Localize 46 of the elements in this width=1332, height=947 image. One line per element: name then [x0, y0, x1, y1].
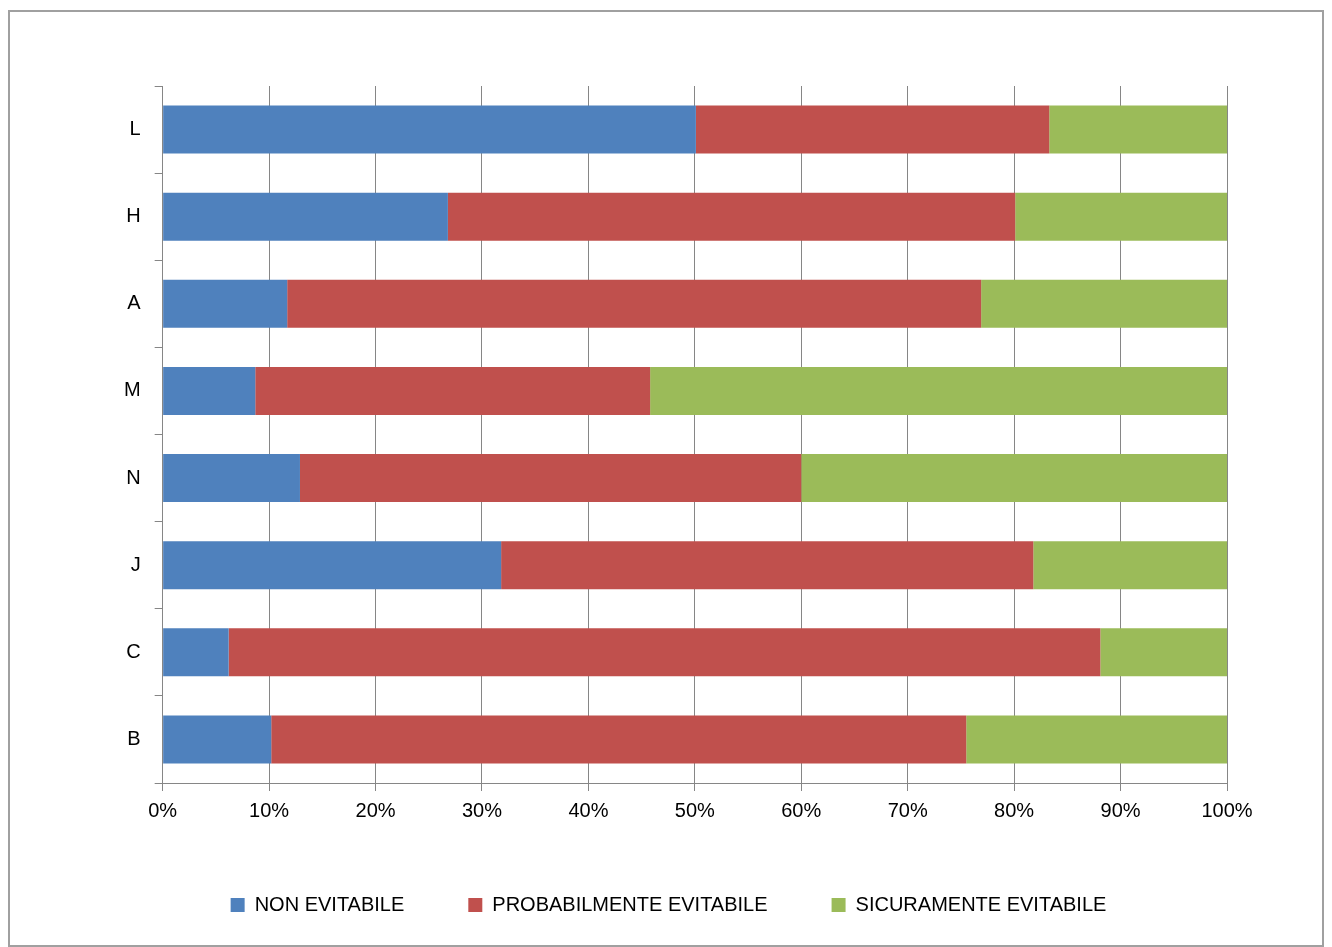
bar [966, 715, 1227, 764]
bar [163, 541, 502, 590]
x-tick-label: 50% [674, 798, 716, 821]
bar [1100, 628, 1227, 677]
x-tick-label: 20% [355, 798, 396, 821]
bar [695, 105, 1050, 154]
y-tick-label: J [130, 552, 141, 575]
bar [1033, 541, 1227, 590]
bar [801, 454, 1227, 503]
y-tick-label: B [127, 726, 141, 749]
bar [287, 279, 982, 328]
y-tick-label: A [127, 291, 142, 314]
legend-label: SICURAMENTE EVITABILE [855, 892, 1107, 915]
y-tick-label: N [126, 465, 141, 488]
bar [501, 541, 1034, 590]
x-tick-label: 100% [1201, 798, 1253, 821]
bar [163, 192, 448, 241]
bar [163, 454, 300, 503]
x-tick-label: 70% [887, 798, 928, 821]
bar [163, 279, 288, 328]
y-tick-label: H [126, 204, 141, 227]
bar [163, 105, 696, 154]
x-tick-label: 30% [461, 798, 503, 821]
bar [255, 366, 651, 415]
bar [271, 715, 967, 764]
bar [163, 715, 272, 764]
legend-label: PROBABILMENTE EVITABILE [492, 892, 768, 915]
bar [650, 366, 1227, 415]
legend-label: NON EVITABILE [254, 892, 405, 915]
bar [981, 279, 1227, 328]
x-tick-label: 0% [148, 798, 178, 821]
x-tick-label: 60% [781, 798, 822, 821]
x-tick-label: 80% [994, 798, 1035, 821]
bar [1015, 192, 1227, 241]
x-tick-label: 10% [249, 798, 290, 821]
bar [1049, 105, 1227, 154]
bar [299, 454, 802, 503]
y-tick-label: C [126, 639, 141, 662]
bar [163, 366, 256, 415]
y-tick-label: M [123, 378, 141, 401]
bar [163, 628, 229, 677]
bar [228, 628, 1101, 677]
x-tick-label: 90% [1100, 798, 1141, 821]
bar [447, 192, 1016, 241]
x-tick-label: 40% [568, 798, 609, 821]
y-tick-label: L [129, 117, 141, 140]
